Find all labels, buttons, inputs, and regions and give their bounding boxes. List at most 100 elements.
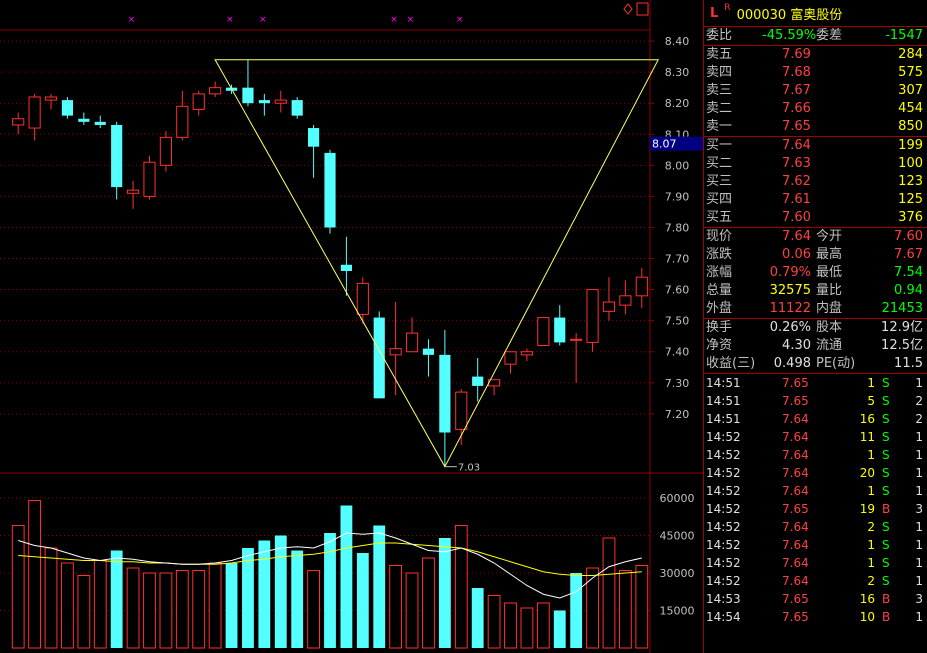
tick-side: S xyxy=(882,556,890,570)
volume-bar xyxy=(28,500,42,649)
tick-row[interactable]: 14:54 7.65 10 B 1 xyxy=(704,608,927,626)
fundamental-label: 净资 xyxy=(706,338,733,353)
tick-price: 7.65 xyxy=(782,502,809,516)
tick-side: B xyxy=(882,502,891,516)
quote-value: 11122 xyxy=(769,301,811,316)
bid-price: 7.64 xyxy=(782,138,811,153)
ask-price: 7.69 xyxy=(782,47,811,62)
tick-time: 14:52 xyxy=(706,466,741,480)
bid-row[interactable]: 买四 7.61 125 xyxy=(704,191,927,209)
fundamental-label-2: 股本 xyxy=(816,320,843,335)
bid-book: 买一 7.64 199 买二 7.63 100 买三 7.62 123 买四 7.61 125 买五 7.… xyxy=(704,137,927,227)
tick-time: 14:52 xyxy=(706,538,741,552)
tick-count: 1 xyxy=(915,466,923,480)
tick-volume: 1 xyxy=(867,556,875,570)
fundamental-row: 收益(三) 0.498 PE(动) 11.5 xyxy=(704,355,927,373)
candle-body xyxy=(472,376,484,386)
kline-chart-area[interactable]: 8.40 8.30 8.20 8.10 8.00 7.90 7.80 7.70 7.60 7.50… xyxy=(0,0,703,653)
quote-value-2: 21453 xyxy=(881,301,923,316)
tick-count: 1 xyxy=(915,430,923,444)
tick-side: S xyxy=(882,538,890,552)
tick-time: 14:52 xyxy=(706,556,741,570)
candle-body xyxy=(94,121,106,125)
volume-bar xyxy=(77,575,91,649)
volume-bar xyxy=(11,525,25,649)
candle-body xyxy=(340,264,352,271)
ask-row[interactable]: 卖五 7.69 284 xyxy=(704,46,927,64)
ask-label: 卖三 xyxy=(706,83,733,98)
stock-code-name[interactable]: 000030 富奥股份 xyxy=(736,7,843,23)
volume-bar xyxy=(373,525,386,648)
candle-body xyxy=(422,348,435,355)
quote-label-2: 最低 xyxy=(816,265,843,280)
candle-body xyxy=(373,317,385,399)
tick-row[interactable]: 14:52 7.64 1 S 1 xyxy=(704,536,927,554)
volume-bar xyxy=(208,562,222,649)
tick-row[interactable]: 14:52 7.64 20 S 1 xyxy=(704,464,927,482)
tick-row[interactable]: 14:53 7.65 16 B 3 xyxy=(704,590,927,608)
tick-row[interactable]: 14:52 7.64 2 S 1 xyxy=(704,518,927,536)
candle-body xyxy=(570,338,583,341)
bid-row[interactable]: 买三 7.62 123 xyxy=(704,173,927,191)
tick-volume: 16 xyxy=(859,592,875,606)
price-tick-label: 7.60 xyxy=(665,284,690,297)
tick-price: 7.64 xyxy=(782,466,809,480)
candle-body xyxy=(78,118,90,122)
tick-row[interactable]: 14:52 7.65 19 B 3 xyxy=(704,500,927,518)
candle-body xyxy=(159,136,172,166)
tick-time: 14:51 xyxy=(706,394,741,408)
bid-row[interactable]: 买五 7.60 376 xyxy=(704,209,927,227)
ask-row[interactable]: 卖二 7.66 454 xyxy=(704,100,927,118)
volume-bar xyxy=(44,547,58,649)
candle-body xyxy=(324,152,336,228)
ask-price: 7.68 xyxy=(782,65,811,80)
bid-label: 买五 xyxy=(706,210,733,225)
tick-volume: 2 xyxy=(867,520,875,534)
quote-label-2: 今开 xyxy=(816,229,843,244)
ask-row[interactable]: 卖四 7.68 575 xyxy=(704,64,927,82)
tick-row[interactable]: 14:51 7.65 5 S 2 xyxy=(704,392,927,410)
fundamental-label-2: 流通 xyxy=(816,338,843,353)
candle-body xyxy=(12,118,25,126)
quote-label: 涨幅 xyxy=(706,265,733,280)
volume-bar xyxy=(438,538,451,648)
tick-price: 7.65 xyxy=(782,394,809,408)
tick-count: 1 xyxy=(915,574,923,588)
volume-bar xyxy=(159,572,173,649)
fundamental-label-2: PE(动) xyxy=(816,356,856,371)
bid-volume: 123 xyxy=(898,174,923,189)
quote-value-2: 7.67 xyxy=(894,247,923,262)
tick-time: 14:52 xyxy=(706,502,741,516)
tick-row[interactable]: 14:51 7.64 16 S 2 xyxy=(704,410,927,428)
tick-volume: 1 xyxy=(867,538,875,552)
tick-row[interactable]: 14:52 7.64 1 S 1 xyxy=(704,446,927,464)
quote-label: 总量 xyxy=(706,283,733,298)
tick-count: 1 xyxy=(915,538,923,552)
volume-bar xyxy=(520,607,534,649)
bid-row[interactable]: 买一 7.64 199 xyxy=(704,137,927,155)
tick-row[interactable]: 14:51 7.65 1 S 1 xyxy=(704,374,927,392)
volume-bar xyxy=(553,610,566,648)
bid-row[interactable]: 买二 7.63 100 xyxy=(704,155,927,173)
tick-row[interactable]: 14:52 7.64 1 S 1 xyxy=(704,554,927,572)
price-tick-label: 7.90 xyxy=(665,190,690,203)
volume-bar xyxy=(570,573,583,648)
tick-row[interactable]: 14:52 7.64 1 S 1 xyxy=(704,482,927,500)
tick-row[interactable]: 14:52 7.64 2 S 1 xyxy=(704,572,927,590)
quote-value: 0.06 xyxy=(782,247,811,262)
tick-row[interactable]: 14:52 7.64 11 S 1 xyxy=(704,428,927,446)
volume-bar xyxy=(340,505,353,648)
kline-chart[interactable]: 8.408.308.208.108.007.907.807.707.607.50… xyxy=(0,0,703,653)
tick-list[interactable]: 14:51 7.65 1 S 1 14:51 7.65 5 S 2 14:51 7.64 16 S 2 14:… xyxy=(704,374,927,626)
ask-row[interactable]: 卖一 7.65 850 xyxy=(704,118,927,136)
v-pattern-triangle xyxy=(214,59,660,468)
bid-volume: 199 xyxy=(898,138,923,153)
candle-body xyxy=(356,282,369,315)
tick-price: 7.64 xyxy=(782,538,809,552)
square-icon xyxy=(636,2,649,16)
ask-volume: 307 xyxy=(898,83,923,98)
ask-row[interactable]: 卖三 7.67 307 xyxy=(704,82,927,100)
tick-price: 7.64 xyxy=(782,448,809,462)
volume-bar xyxy=(356,553,369,648)
event-marker: × xyxy=(226,15,234,25)
